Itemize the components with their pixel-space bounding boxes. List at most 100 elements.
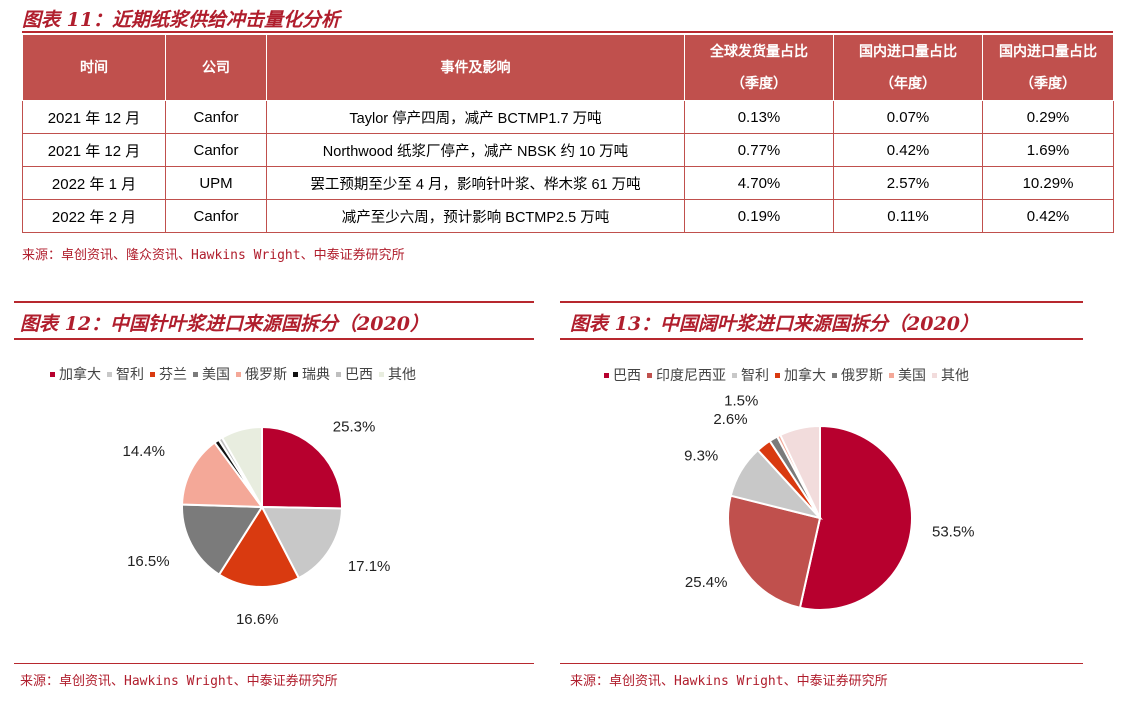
legend-label: 其他 <box>941 368 969 384</box>
data-label: 14.4% <box>122 443 165 460</box>
legend-swatch <box>193 371 198 377</box>
legend-item: 俄罗斯 <box>832 365 883 385</box>
header-company: 公司 <box>165 34 267 101</box>
pie-slice <box>217 504 301 588</box>
data-label: 9.3% <box>684 448 718 465</box>
cell-global-share: 0.19% <box>684 199 834 233</box>
table-row: 2021 年 12 月 Canfor Taylor 停产四周，减产 BCTMP1… <box>22 100 1114 134</box>
legend-item: 俄罗斯 <box>236 364 287 384</box>
pie-slice <box>181 503 264 576</box>
legend-swatch <box>336 371 341 377</box>
legend-item: 美国 <box>193 364 230 384</box>
legend-label: 瑞典 <box>302 367 330 383</box>
data-label: 17.1% <box>348 558 391 575</box>
legend-label: 巴西 <box>345 367 373 383</box>
header-global-shipment-share: 全球发货量占比 （季度） <box>684 34 834 101</box>
legend-swatch <box>932 372 937 378</box>
header-import-share-quarterly: 国内进口量占比 （季度） <box>982 34 1114 101</box>
legend-item: 巴西 <box>336 364 373 384</box>
legend-item: 加拿大 <box>50 364 101 384</box>
table-title-rule <box>22 31 1113 33</box>
legend-label: 印度尼西亚 <box>656 368 726 384</box>
data-label: 25.4% <box>685 574 728 591</box>
cell-time: 2021 年 12 月 <box>22 133 166 167</box>
legend-label: 芬兰 <box>159 367 187 383</box>
legend-label: 美国 <box>898 368 926 384</box>
legend-label: 巴西 <box>613 368 641 384</box>
cell-event: 减产至少六周，预计影响 BCTMP2.5 万吨 <box>266 199 685 233</box>
cell-import-quarterly: 1.69% <box>982 133 1114 167</box>
cell-import-annual: 0.07% <box>833 100 983 134</box>
figure12-title: 图表 12：中国针叶浆进口来源国拆分（2020） <box>20 313 429 335</box>
pie-slice <box>181 441 265 509</box>
data-label: 53.5% <box>932 523 975 540</box>
cell-import-annual: 0.42% <box>833 133 983 167</box>
legend-item: 其他 <box>379 364 416 384</box>
legend-swatch <box>107 371 112 377</box>
legend-swatch <box>732 372 737 378</box>
figure13-top-rule <box>560 301 1083 303</box>
legend-swatch <box>379 371 384 377</box>
legend-label: 智利 <box>116 367 144 383</box>
legend-swatch <box>50 371 55 377</box>
figure13-bottom-rule <box>560 663 1083 664</box>
cell-event: Taylor 停产四周，减产 BCTMP1.7 万吨 <box>266 100 685 134</box>
table-title: 图表 11：近期纸浆供给冲击量化分析 <box>22 9 341 31</box>
pie-slice <box>798 424 913 611</box>
table-row: 2021 年 12 月 Canfor Northwood 纸浆厂停产，减产 NB… <box>22 133 1114 167</box>
legend-label: 加拿大 <box>784 368 826 384</box>
legend-label: 俄罗斯 <box>841 368 883 384</box>
pie-slice <box>261 425 343 510</box>
cell-company: Canfor <box>165 133 267 167</box>
cell-import-quarterly: 0.42% <box>982 199 1114 233</box>
data-label: 16.5% <box>127 553 170 570</box>
figure13-pie-chart: 53.5% 25.4% 9.3% 2.6%1.5% <box>684 393 975 611</box>
figure12-pie-chart: 25.3% 17.1% 16.6% 16.5% 14.4% <box>122 418 391 628</box>
legend-item: 其他 <box>932 365 969 385</box>
legend-swatch <box>775 372 780 378</box>
data-label: 2.6% <box>713 411 747 428</box>
cell-company: UPM <box>165 166 267 200</box>
figure13-title-rule <box>560 338 1083 340</box>
legend-swatch <box>832 372 837 378</box>
legend-item: 芬兰 <box>150 364 187 384</box>
figure13-source: 来源：卓创资讯、Hawkins Wright、中泰证券研究所 <box>570 674 888 689</box>
cell-event: Northwood 纸浆厂停产，减产 NBSK 约 10 万吨 <box>266 133 685 167</box>
figure12-legend: 加拿大 智利 芬兰 美国 俄罗斯 瑞典 巴西 其他 <box>50 364 416 384</box>
header-import-share-annual: 国内进口量占比 （年度） <box>833 34 983 101</box>
legend-swatch <box>889 372 894 378</box>
legend-label: 其他 <box>388 367 416 383</box>
cell-import-annual: 0.11% <box>833 199 983 233</box>
legend-label: 俄罗斯 <box>245 367 287 383</box>
legend-label: 加拿大 <box>59 367 101 383</box>
cell-time: 2022 年 2 月 <box>22 199 166 233</box>
legend-item: 巴西 <box>604 365 641 385</box>
cell-time: 2021 年 12 月 <box>22 100 166 134</box>
figure13-legend: 巴西 印度尼西亚 智利 加拿大 俄罗斯 美国 其他 <box>604 365 969 385</box>
table-row: 2022 年 1 月 UPM 罢工预期至少至 4 月，影响针叶浆、桦木浆 61 … <box>22 166 1114 200</box>
cell-time: 2022 年 1 月 <box>22 166 166 200</box>
pie-slice <box>778 424 821 519</box>
legend-item: 印度尼西亚 <box>647 365 726 385</box>
supply-shock-table: 时间 公司 事件及影响 全球发货量占比 （季度） 国内进口量占比 （年度） 国内进口… <box>22 34 1114 233</box>
cell-global-share: 4.70% <box>684 166 834 200</box>
data-label: 25.3% <box>333 418 376 435</box>
legend-swatch <box>647 372 652 378</box>
cell-company: Canfor <box>165 100 267 134</box>
figure12-bottom-rule <box>14 663 534 664</box>
figure12-source: 来源：卓创资讯、Hawkins Wright、中泰证券研究所 <box>20 674 338 689</box>
figure13-title: 图表 13：中国阔叶浆进口来源国拆分（2020） <box>570 313 979 335</box>
data-label: 16.6% <box>236 611 279 628</box>
legend-item: 瑞典 <box>293 364 330 384</box>
header-event: 事件及影响 <box>266 34 685 101</box>
header-time: 时间 <box>22 34 166 101</box>
cell-global-share: 0.13% <box>684 100 834 134</box>
pie-slice <box>220 425 263 511</box>
table-source: 来源：卓创资讯、隆众资讯、Hawkins Wright、中泰证券研究所 <box>22 248 405 263</box>
legend-item: 智利 <box>732 365 769 385</box>
cell-import-quarterly: 10.29% <box>982 166 1114 200</box>
legend-swatch <box>236 371 241 377</box>
legend-swatch <box>293 371 298 377</box>
legend-label: 美国 <box>202 367 230 383</box>
figure12-top-rule <box>14 301 534 303</box>
